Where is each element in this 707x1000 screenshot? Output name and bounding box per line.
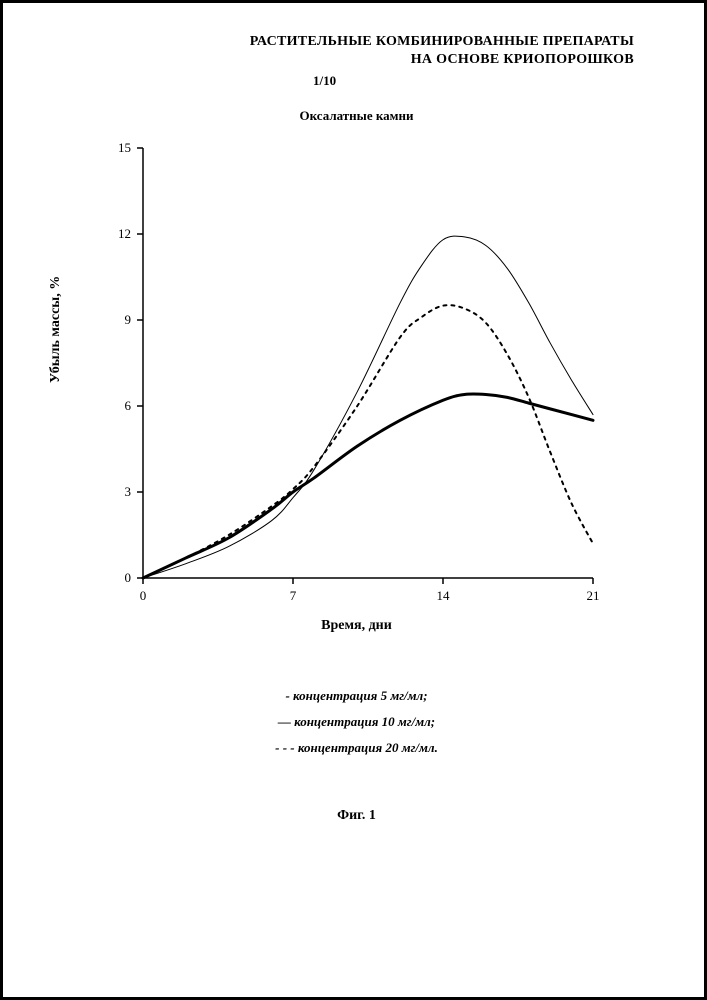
- page-number: 1/10: [313, 73, 336, 89]
- legend-text: концентрация 10 мг/мл;: [294, 714, 435, 729]
- legend-prefix: - - -: [275, 740, 298, 755]
- svg-text:21: 21: [587, 588, 600, 603]
- svg-text:0: 0: [140, 588, 147, 603]
- figure-caption: Фиг. 1: [3, 808, 707, 824]
- svg-text:14: 14: [437, 588, 451, 603]
- svg-text:15: 15: [118, 140, 131, 155]
- page-frame: РАСТИТЕЛЬНЫЕ КОМБИНИРОВАННЫЕ ПРЕПАРАТЫ Н…: [0, 0, 707, 1000]
- document-header: РАСТИТЕЛЬНЫЕ КОМБИНИРОВАННЫЕ ПРЕПАРАТЫ Н…: [250, 33, 634, 68]
- chart-title: Оксалатные камни: [3, 108, 707, 124]
- header-line-1: РАСТИТЕЛЬНЫЕ КОМБИНИРОВАННЫЕ ПРЕПАРАТЫ: [250, 33, 634, 51]
- legend-item-2: — концентрация 10 мг/мл;: [3, 709, 707, 735]
- svg-text:6: 6: [125, 398, 132, 413]
- svg-text:12: 12: [118, 226, 131, 241]
- chart-svg: 0 3 6 9 12 15 0 7 14 21: [93, 138, 613, 618]
- svg-text:3: 3: [125, 484, 132, 499]
- legend-item-3: - - - концентрация 20 мг/мл.: [3, 735, 707, 761]
- legend-text: концентрация 20 мг/мл.: [298, 740, 438, 755]
- header-line-2: НА ОСНОВЕ КРИОПОРОШКОВ: [250, 51, 634, 69]
- legend-text: концентрация 5 мг/мл;: [293, 688, 428, 703]
- legend-prefix: —: [278, 714, 294, 729]
- y-axis-label: Убыль массы, %: [48, 276, 64, 383]
- svg-text:7: 7: [290, 588, 297, 603]
- x-axis-label: Время, дни: [3, 618, 707, 634]
- svg-text:9: 9: [125, 312, 132, 327]
- legend: - концентрация 5 мг/мл; — концентрация 1…: [3, 683, 707, 761]
- chart-area: 0 3 6 9 12 15 0 7 14 21: [93, 138, 613, 618]
- svg-text:0: 0: [125, 570, 132, 585]
- legend-prefix: -: [285, 688, 293, 703]
- legend-item-1: - концентрация 5 мг/мл;: [3, 683, 707, 709]
